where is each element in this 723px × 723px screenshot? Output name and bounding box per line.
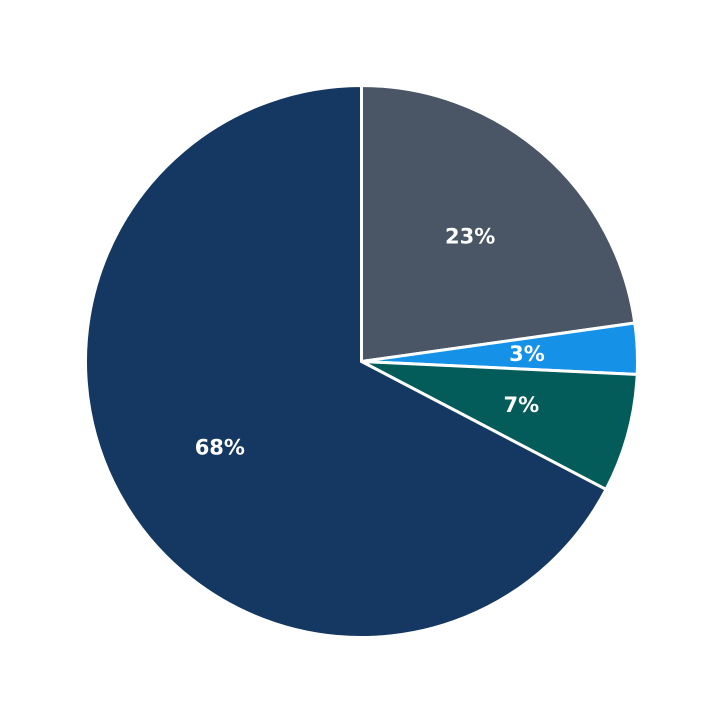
slice-label-7: 7% xyxy=(504,393,540,417)
pie-slice-7 xyxy=(360,360,639,492)
pie-slice-68 xyxy=(84,83,609,639)
slices-layer xyxy=(84,83,639,639)
slice-label-23: 23% xyxy=(445,225,495,249)
pie-slice-23 xyxy=(360,83,637,364)
slice-label-68: 68% xyxy=(195,435,245,459)
labels-layer: 23% 3% 7% 68% xyxy=(195,225,545,460)
slice-label-3: 3% xyxy=(509,342,545,366)
